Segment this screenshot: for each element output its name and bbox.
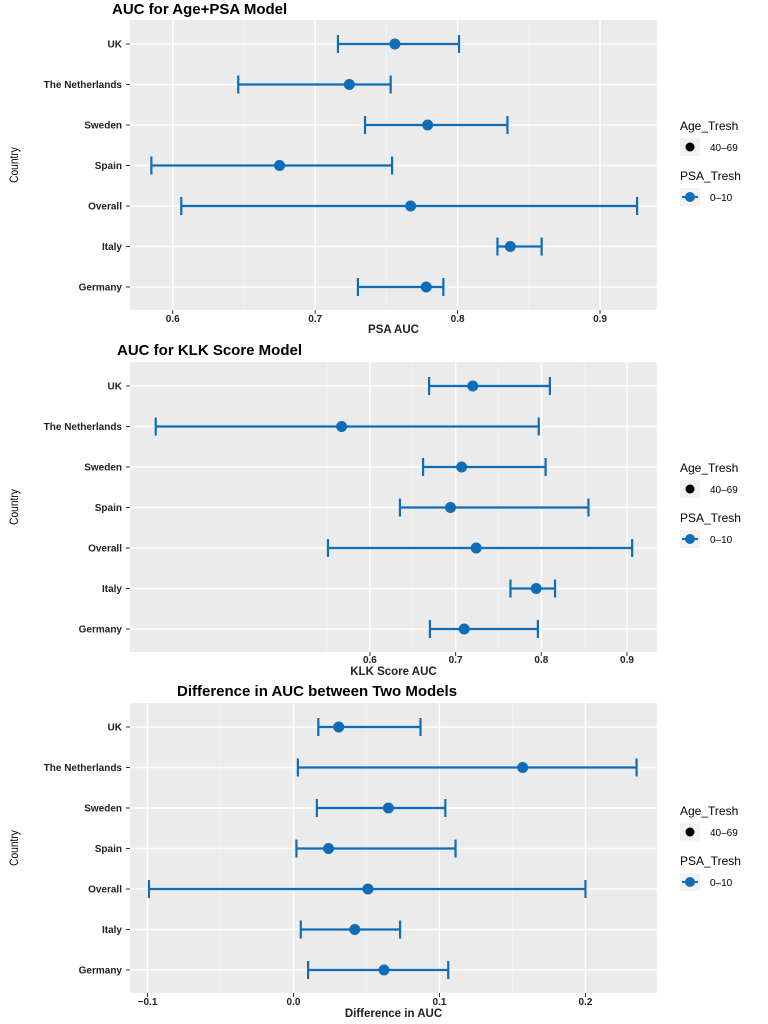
y-tick-label: UK	[108, 40, 123, 51]
x-axis-label: KLK Score AUC	[350, 666, 436, 678]
y-tick-label: Overall	[88, 202, 122, 213]
chart-title: AUC for KLK Score Model	[117, 342, 302, 359]
y-axis-label: Country	[8, 830, 21, 866]
x-tick-label: 0.1	[433, 997, 447, 1008]
x-axis-label: Difference in AUC	[345, 1008, 442, 1020]
point-estimate	[456, 461, 468, 473]
legend-entry-label: 40–69	[710, 485, 738, 496]
x-tick-label: 0.9	[620, 655, 634, 666]
legend-entry-label: 0–10	[710, 535, 733, 546]
legend-entry-label: 0–10	[710, 193, 733, 204]
chart-panel-2: AUC for KLK Score Model UK The Netherlands…	[8, 342, 741, 678]
legend-entry-label: 0–10	[710, 878, 733, 889]
point-estimate	[504, 241, 516, 252]
x-tick-label: 0.2	[579, 997, 593, 1008]
legend-entry-label: 40–69	[710, 828, 738, 839]
y-tick-label: Germany	[79, 283, 123, 294]
x-tick-label: 0.7	[449, 655, 463, 666]
y-tick-label: Italy	[102, 584, 122, 595]
point-estimate	[458, 623, 470, 635]
chart-title: AUC for Age+PSA Model	[112, 1, 287, 18]
point-estimate	[343, 79, 355, 90]
x-tick-label: 0.0	[287, 997, 301, 1008]
legend-entry-label: 40–69	[710, 143, 738, 154]
legend-point-black	[685, 142, 695, 152]
legend-point-blue	[685, 192, 695, 202]
y-axis-label: Country	[8, 489, 21, 525]
y-tick-label: The Netherlands	[44, 422, 123, 433]
x-tick-label: 0.6	[363, 655, 377, 666]
point-estimate	[389, 38, 401, 50]
legend-point-black	[685, 827, 695, 837]
y-tick-label: Italy	[102, 242, 122, 253]
chart-panel-1: AUC for Age+PSA Model UK The Netherlands Sw…	[8, 1, 741, 336]
point-estimate	[422, 119, 434, 131]
x-tick-label: 0.7	[308, 314, 322, 325]
point-estimate	[323, 843, 335, 854]
point-estimate	[382, 802, 394, 814]
y-tick-label: UK	[108, 723, 123, 734]
point-estimate	[274, 160, 286, 171]
y-tick-label: Spain	[95, 161, 122, 172]
y-tick-label: Overall	[88, 885, 122, 896]
point-estimate	[362, 883, 374, 895]
legend-title: Age_Tresh	[680, 804, 738, 818]
legend-point-black	[685, 484, 695, 494]
y-tick-label: Spain	[95, 503, 122, 514]
y-tick-label: Spain	[95, 844, 122, 855]
y-tick-label: Germany	[79, 625, 123, 636]
y-tick-label: The Netherlands	[44, 80, 123, 91]
point-estimate	[517, 762, 529, 773]
y-axis-label: Country	[8, 147, 21, 183]
y-tick-label: Sweden	[84, 463, 122, 474]
legend-title: PSA_Tresh	[680, 854, 741, 868]
x-tick-label: 0.8	[534, 655, 548, 666]
point-estimate	[444, 502, 456, 513]
y-tick-label: Overall	[88, 544, 122, 555]
legend-title: PSA_Tresh	[680, 169, 741, 183]
x-tick-label: 0.9	[593, 314, 607, 325]
y-tick-label: Sweden	[84, 121, 122, 132]
legend-point-blue	[685, 877, 695, 887]
point-estimate	[333, 721, 345, 733]
point-estimate	[530, 583, 542, 594]
legend-title: Age_Tresh	[680, 461, 738, 475]
x-axis-label: PSA AUC	[368, 324, 419, 336]
y-tick-label: Germany	[79, 966, 123, 977]
x-tick-label: −0.1	[138, 997, 158, 1008]
legend-title: Age_Tresh	[680, 119, 738, 133]
point-estimate	[405, 200, 417, 212]
legend-point-blue	[685, 534, 695, 544]
point-estimate	[349, 924, 361, 935]
point-estimate	[378, 964, 390, 976]
chart-panel-3: Difference in AUC between Two Models UK Th…	[8, 683, 741, 1020]
chart-title: Difference in AUC between Two Models	[177, 683, 457, 700]
y-tick-label: Sweden	[84, 804, 122, 815]
x-tick-label: 0.6	[166, 314, 180, 325]
y-tick-label: The Netherlands	[44, 763, 123, 774]
y-tick-label: Italy	[102, 925, 122, 936]
legend-title: PSA_Tresh	[680, 511, 741, 525]
point-estimate	[470, 542, 482, 554]
x-tick-label: 0.8	[451, 314, 465, 325]
y-tick-label: UK	[108, 382, 123, 393]
point-estimate	[336, 421, 348, 432]
point-estimate	[420, 281, 432, 293]
point-estimate	[467, 380, 479, 392]
